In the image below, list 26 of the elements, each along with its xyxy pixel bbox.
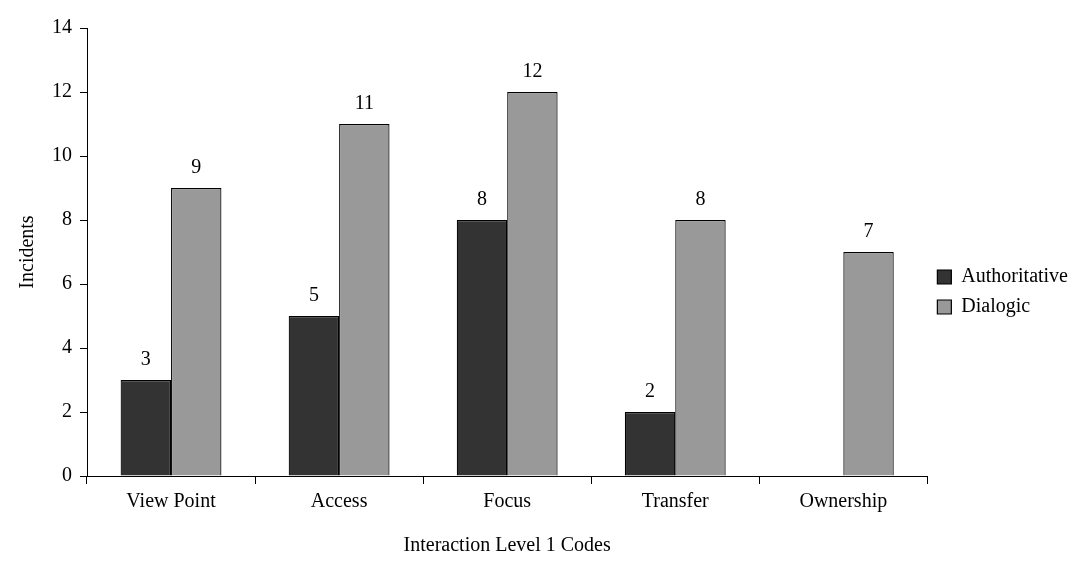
legend-label: Authoritative (961, 264, 1069, 287)
x-tick-label: Access (310, 489, 368, 512)
x-tick-label: Ownership (799, 489, 888, 513)
data-label: 2 (645, 379, 656, 402)
x-tick-label: Transfer (641, 489, 710, 512)
y-axis-title: Incidents (15, 215, 38, 289)
y-tick-label: 10 (52, 143, 72, 166)
data-label: 12 (522, 59, 543, 82)
data-label: 9 (191, 155, 202, 178)
data-label: 8 (695, 187, 706, 210)
y-tick-label: 4 (62, 335, 72, 358)
y-tick-label: 6 (62, 271, 72, 294)
x-tick-label: View Point (126, 489, 217, 512)
data-label: 3 (140, 347, 151, 370)
legend-label: Dialogic (961, 294, 1031, 318)
x-axis-title: Interaction Level 1 Codes (403, 533, 611, 556)
data-label: 5 (308, 283, 319, 306)
y-tick-label: 14 (52, 15, 72, 38)
y-tick-label: 12 (52, 79, 72, 102)
data-label: 8 (476, 187, 487, 210)
x-tick-label: Focus (483, 489, 532, 512)
y-tick-label: 8 (62, 207, 72, 230)
y-tick-label: 0 (62, 463, 72, 486)
y-tick-label: 2 (62, 399, 72, 422)
data-label: 7 (863, 219, 874, 242)
data-label: 11 (354, 91, 374, 114)
